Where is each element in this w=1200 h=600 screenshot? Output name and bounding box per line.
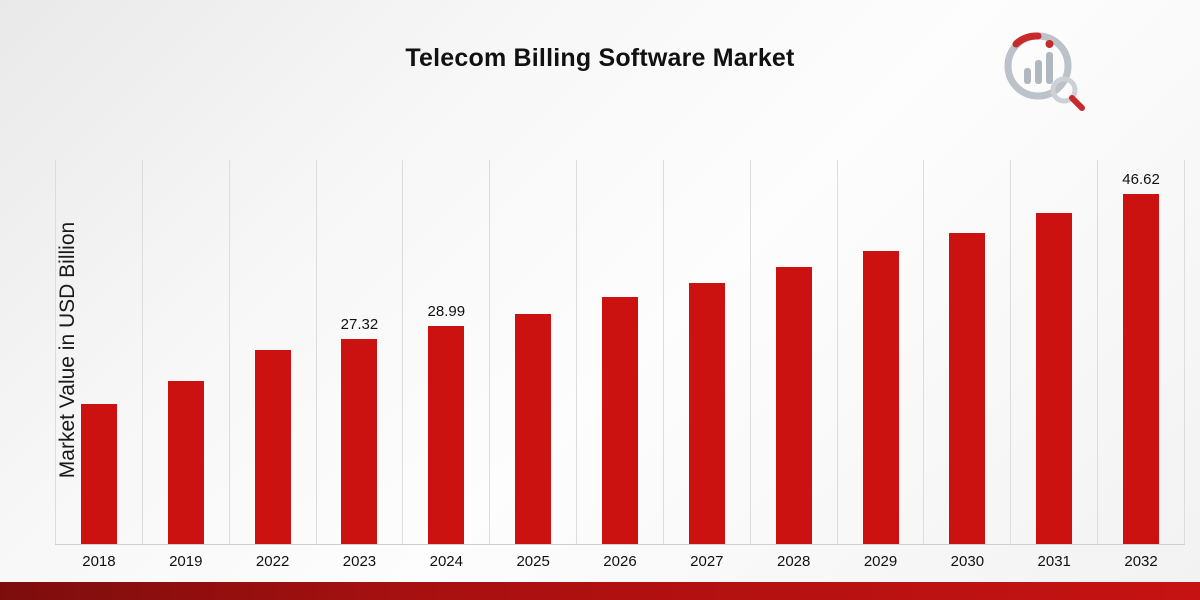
bar-value-label-2023: 27.32 — [340, 316, 379, 333]
x-tick-label-2030: 2030 — [950, 553, 985, 570]
chart-column-2022: 2022 — [228, 160, 316, 570]
bar-2026 — [601, 297, 638, 544]
x-tick-label-2032: 2032 — [1124, 553, 1158, 570]
chart-column-2026: 2026 — [576, 160, 663, 570]
bar-2019 — [167, 381, 204, 544]
bar-2018 — [80, 404, 117, 544]
chart-column-2028: 2028 — [749, 160, 837, 570]
chart-column-2029: 2029 — [836, 160, 924, 570]
bar-2030 — [949, 233, 986, 544]
bar-chart-plot-area: 2018 2019 2022 27.32 2023 28.99 2024 2025 2026 20… — [55, 160, 1185, 570]
bar-2024 — [428, 326, 465, 544]
chart-column-2030: 2030 — [923, 160, 1010, 570]
x-tick-label-2029: 2029 — [863, 553, 898, 570]
x-tick-label-2019: 2019 — [169, 553, 203, 570]
x-tick-label-2027: 2027 — [690, 553, 724, 570]
bar-2032 — [1123, 194, 1160, 544]
chart-column-2019: 2019 — [141, 160, 229, 570]
chart-column-2024: 28.99 2024 — [402, 160, 489, 570]
x-tick-label-2026: 2026 — [603, 553, 637, 570]
bar-value-label-2032: 46.62 — [1122, 171, 1160, 188]
bar-2029 — [862, 251, 899, 544]
chart-column-2027: 2027 — [662, 160, 750, 570]
bar-2028 — [775, 267, 812, 544]
x-tick-label-2024: 2024 — [429, 553, 463, 570]
bar-value-label-2024: 28.99 — [427, 303, 466, 320]
chart-column-2032: 46.62 2032 — [1097, 160, 1185, 570]
x-tick-label-2025: 2025 — [516, 553, 550, 570]
chart-column-2025: 2025 — [489, 160, 576, 570]
chart-column-2023: 27.32 2023 — [315, 160, 403, 570]
footer-accent-stripe — [0, 582, 1200, 600]
chart-title: Telecom Billing Software Market — [405, 44, 795, 72]
bar-2023 — [341, 339, 378, 544]
x-tick-label-2018: 2018 — [82, 553, 116, 570]
chart-column-2031: 2031 — [1010, 160, 1097, 570]
x-tick-label-2022: 2022 — [255, 553, 290, 570]
bar-2027 — [688, 283, 725, 544]
bar-2022 — [254, 350, 291, 544]
brand-logo-icon — [1004, 32, 1085, 111]
chart-column-2018: 2018 — [55, 160, 142, 570]
x-tick-label-2023: 2023 — [342, 553, 377, 570]
x-tick-label-2028: 2028 — [776, 553, 811, 570]
x-tick-label-2031: 2031 — [1037, 553, 1071, 570]
bar-2031 — [1036, 213, 1073, 544]
bar-2025 — [515, 314, 552, 544]
